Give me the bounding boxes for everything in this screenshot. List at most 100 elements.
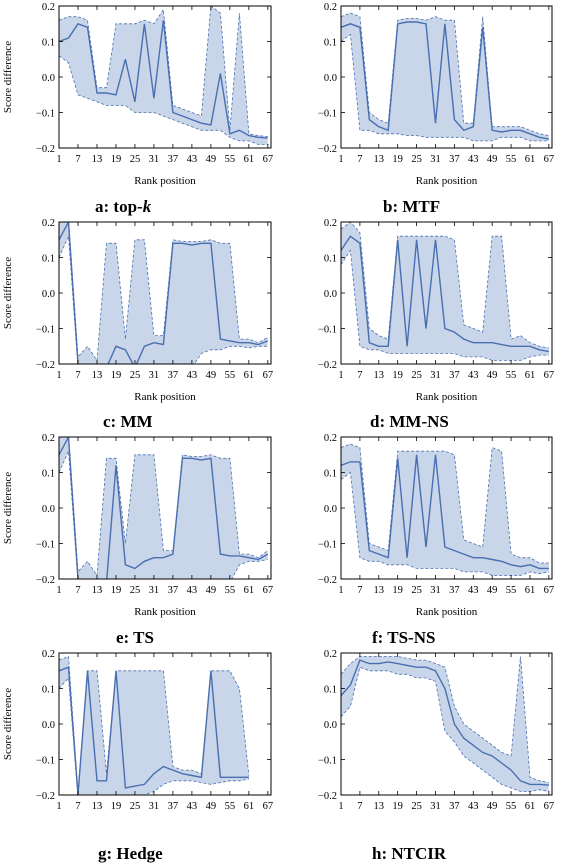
lower-bound-line-d xyxy=(341,249,549,361)
caption-prefix: g: xyxy=(98,844,116,863)
upper-bound-line-g xyxy=(59,655,250,792)
x-tick-label: 19 xyxy=(111,154,122,165)
x-tick-label: 61 xyxy=(525,585,536,596)
y-tick-label: −0.2 xyxy=(36,791,55,802)
y-tick-label: 0.0 xyxy=(324,73,337,84)
mean-line-c xyxy=(59,222,269,364)
y-tick-label: −0.1 xyxy=(36,325,55,336)
x-tick-label: 61 xyxy=(244,801,255,812)
mean-line-d xyxy=(341,235,550,353)
y-tick-label: 0.1 xyxy=(42,685,55,696)
range-band-d xyxy=(341,222,549,361)
y-tick-label: 0.1 xyxy=(42,469,55,480)
y-tick-label: 0.1 xyxy=(324,38,337,49)
x-tick-label: 67 xyxy=(263,585,274,596)
x-tick-label: 19 xyxy=(111,585,122,596)
x-tick-label: 49 xyxy=(487,585,498,596)
x-tick-label: 13 xyxy=(92,585,103,596)
panel-caption-d: d: MM-NS xyxy=(370,412,449,431)
x-tick-label: 49 xyxy=(206,585,217,596)
x-tick-label: 67 xyxy=(544,585,555,596)
x-axis-label: Rank position xyxy=(416,391,478,403)
caption-title: top- xyxy=(113,197,143,216)
x-tick-label: 25 xyxy=(411,585,422,596)
x-tick-label: 25 xyxy=(411,370,422,381)
panel-h: 1 7 13 19 25 31 37 43 49 55 61 67 0.2 0.1 0.0 −0.1 −0.2 h… xyxy=(318,649,554,863)
caption-title: TS-NS xyxy=(387,628,435,647)
y-tick-label: 0.0 xyxy=(42,504,55,515)
caption-k: k xyxy=(143,197,152,216)
lower-bound-line-h xyxy=(341,666,549,792)
panel-e: 1 7 13 19 25 31 37 43 49 55 61 67 0.2 0.1 0.0 −0.1 −0.2 R… xyxy=(2,433,273,647)
caption-title: MTF xyxy=(402,197,440,216)
x-tick-label: 55 xyxy=(506,801,517,812)
x-tick-label: 37 xyxy=(168,154,179,165)
y-tick-label: 0.0 xyxy=(324,289,337,300)
y-tick-label: 0.1 xyxy=(324,254,337,265)
x-tick-label: 31 xyxy=(430,370,441,381)
x-tick-label: 37 xyxy=(449,585,460,596)
x-tick-label: 67 xyxy=(544,154,555,165)
caption-title: NTCIR xyxy=(391,844,447,863)
x-tick-label: 1 xyxy=(56,154,61,165)
x-tick-label: 61 xyxy=(244,585,255,596)
lower-bound-line-f xyxy=(341,471,549,576)
y-tick-label: 0.2 xyxy=(42,2,55,13)
plot-area-e xyxy=(59,437,269,579)
x-tick-label: 55 xyxy=(225,370,236,381)
x-tick-label: 67 xyxy=(544,801,555,812)
panel-c: 1 7 13 19 25 31 37 43 49 55 61 67 0.2 0.1 0.0 −0.1 −0.2 R… xyxy=(2,218,273,431)
plot-area-c xyxy=(59,222,269,364)
mean-line-b xyxy=(341,21,550,140)
x-tick-label: 31 xyxy=(430,154,441,165)
x-tick-label: 7 xyxy=(357,585,362,596)
lower-bound-line-a xyxy=(59,55,268,145)
y-tick-label: 0.2 xyxy=(42,433,55,444)
x-tick-label: 55 xyxy=(506,370,517,381)
x-tick-label: 43 xyxy=(468,154,479,165)
x-tick-label: 49 xyxy=(487,370,498,381)
range-band-b xyxy=(341,13,549,141)
x-tick-label: 13 xyxy=(92,801,103,812)
x-axis-label: Rank position xyxy=(134,391,196,403)
x-tick-label: 25 xyxy=(130,585,141,596)
x-tick-label: 1 xyxy=(56,801,61,812)
x-tick-label: 7 xyxy=(357,801,362,812)
range-band-c xyxy=(59,222,268,364)
x-axis-label: Rank position xyxy=(416,606,478,618)
x-tick-label: 49 xyxy=(487,801,498,812)
x-tick-label: 13 xyxy=(92,370,103,381)
y-tick-label: 0.0 xyxy=(42,73,55,84)
y-tick-label: 0.0 xyxy=(42,720,55,731)
caption-title: MM xyxy=(120,412,152,431)
mean-line-e xyxy=(59,437,269,579)
caption-prefix: b: xyxy=(383,197,402,216)
x-tick-label: 67 xyxy=(544,370,555,381)
y-tick-label: −0.2 xyxy=(318,144,337,155)
x-tick-label: 61 xyxy=(525,154,536,165)
y-tick-label: 0.2 xyxy=(324,218,337,229)
y-tick-label: 0.2 xyxy=(42,218,55,229)
x-tick-label: 7 xyxy=(75,801,80,812)
x-tick-label: 7 xyxy=(75,370,80,381)
x-axis-label: Rank position xyxy=(134,606,196,618)
x-tick-label: 37 xyxy=(449,370,460,381)
x-tick-label: 1 xyxy=(56,585,61,596)
upper-bound-line-b xyxy=(341,12,549,136)
y-tick-label: 0.0 xyxy=(42,289,55,300)
x-tick-label: 25 xyxy=(411,154,422,165)
x-tick-label: 13 xyxy=(374,370,385,381)
y-tick-label: −0.1 xyxy=(36,756,55,767)
range-band-h xyxy=(341,656,549,792)
y-tick-label: −0.1 xyxy=(36,540,55,551)
x-axis-label: Rank position xyxy=(134,175,196,187)
x-tick-label: 19 xyxy=(111,370,122,381)
x-tick-label: 1 xyxy=(338,801,343,812)
upper-bound-line-f xyxy=(341,443,549,564)
y-axis-label: Score difference xyxy=(2,688,14,760)
x-tick-label: 55 xyxy=(225,585,236,596)
panel-a: 1 7 13 19 25 31 37 43 49 55 61 67 0.2 0.1 0.0 −0.1 −0.2 R… xyxy=(2,2,273,216)
plot-area-g xyxy=(59,655,250,795)
range-band-a xyxy=(59,6,268,145)
